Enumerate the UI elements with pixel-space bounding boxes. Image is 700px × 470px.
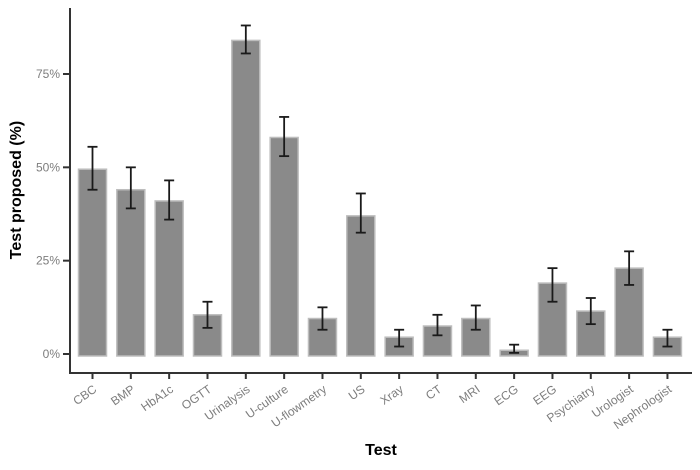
- x-tick-label: ECG: [492, 382, 521, 408]
- y-tick-label: 75%: [36, 67, 60, 81]
- x-axis-title: Test: [365, 442, 397, 459]
- bar: [116, 188, 146, 357]
- x-tick-label: CT: [423, 382, 445, 403]
- y-tick-label: 50%: [36, 160, 60, 174]
- bar: [231, 39, 261, 357]
- bar: [154, 200, 184, 357]
- x-tick-label: BMP: [108, 382, 137, 408]
- bar: [77, 168, 108, 357]
- x-tick-label: US: [346, 382, 368, 403]
- y-tick-label: 0%: [43, 347, 61, 361]
- bar: [346, 215, 376, 357]
- bar: [269, 136, 299, 357]
- x-tick-label: HbA1c: [138, 382, 176, 414]
- x-tick-label: CBC: [70, 382, 99, 408]
- y-tick-label: 25%: [36, 254, 60, 268]
- x-tick-label: EEG: [530, 382, 559, 408]
- x-tick-label: Xray: [378, 382, 406, 408]
- x-tick-label: MRI: [456, 382, 482, 406]
